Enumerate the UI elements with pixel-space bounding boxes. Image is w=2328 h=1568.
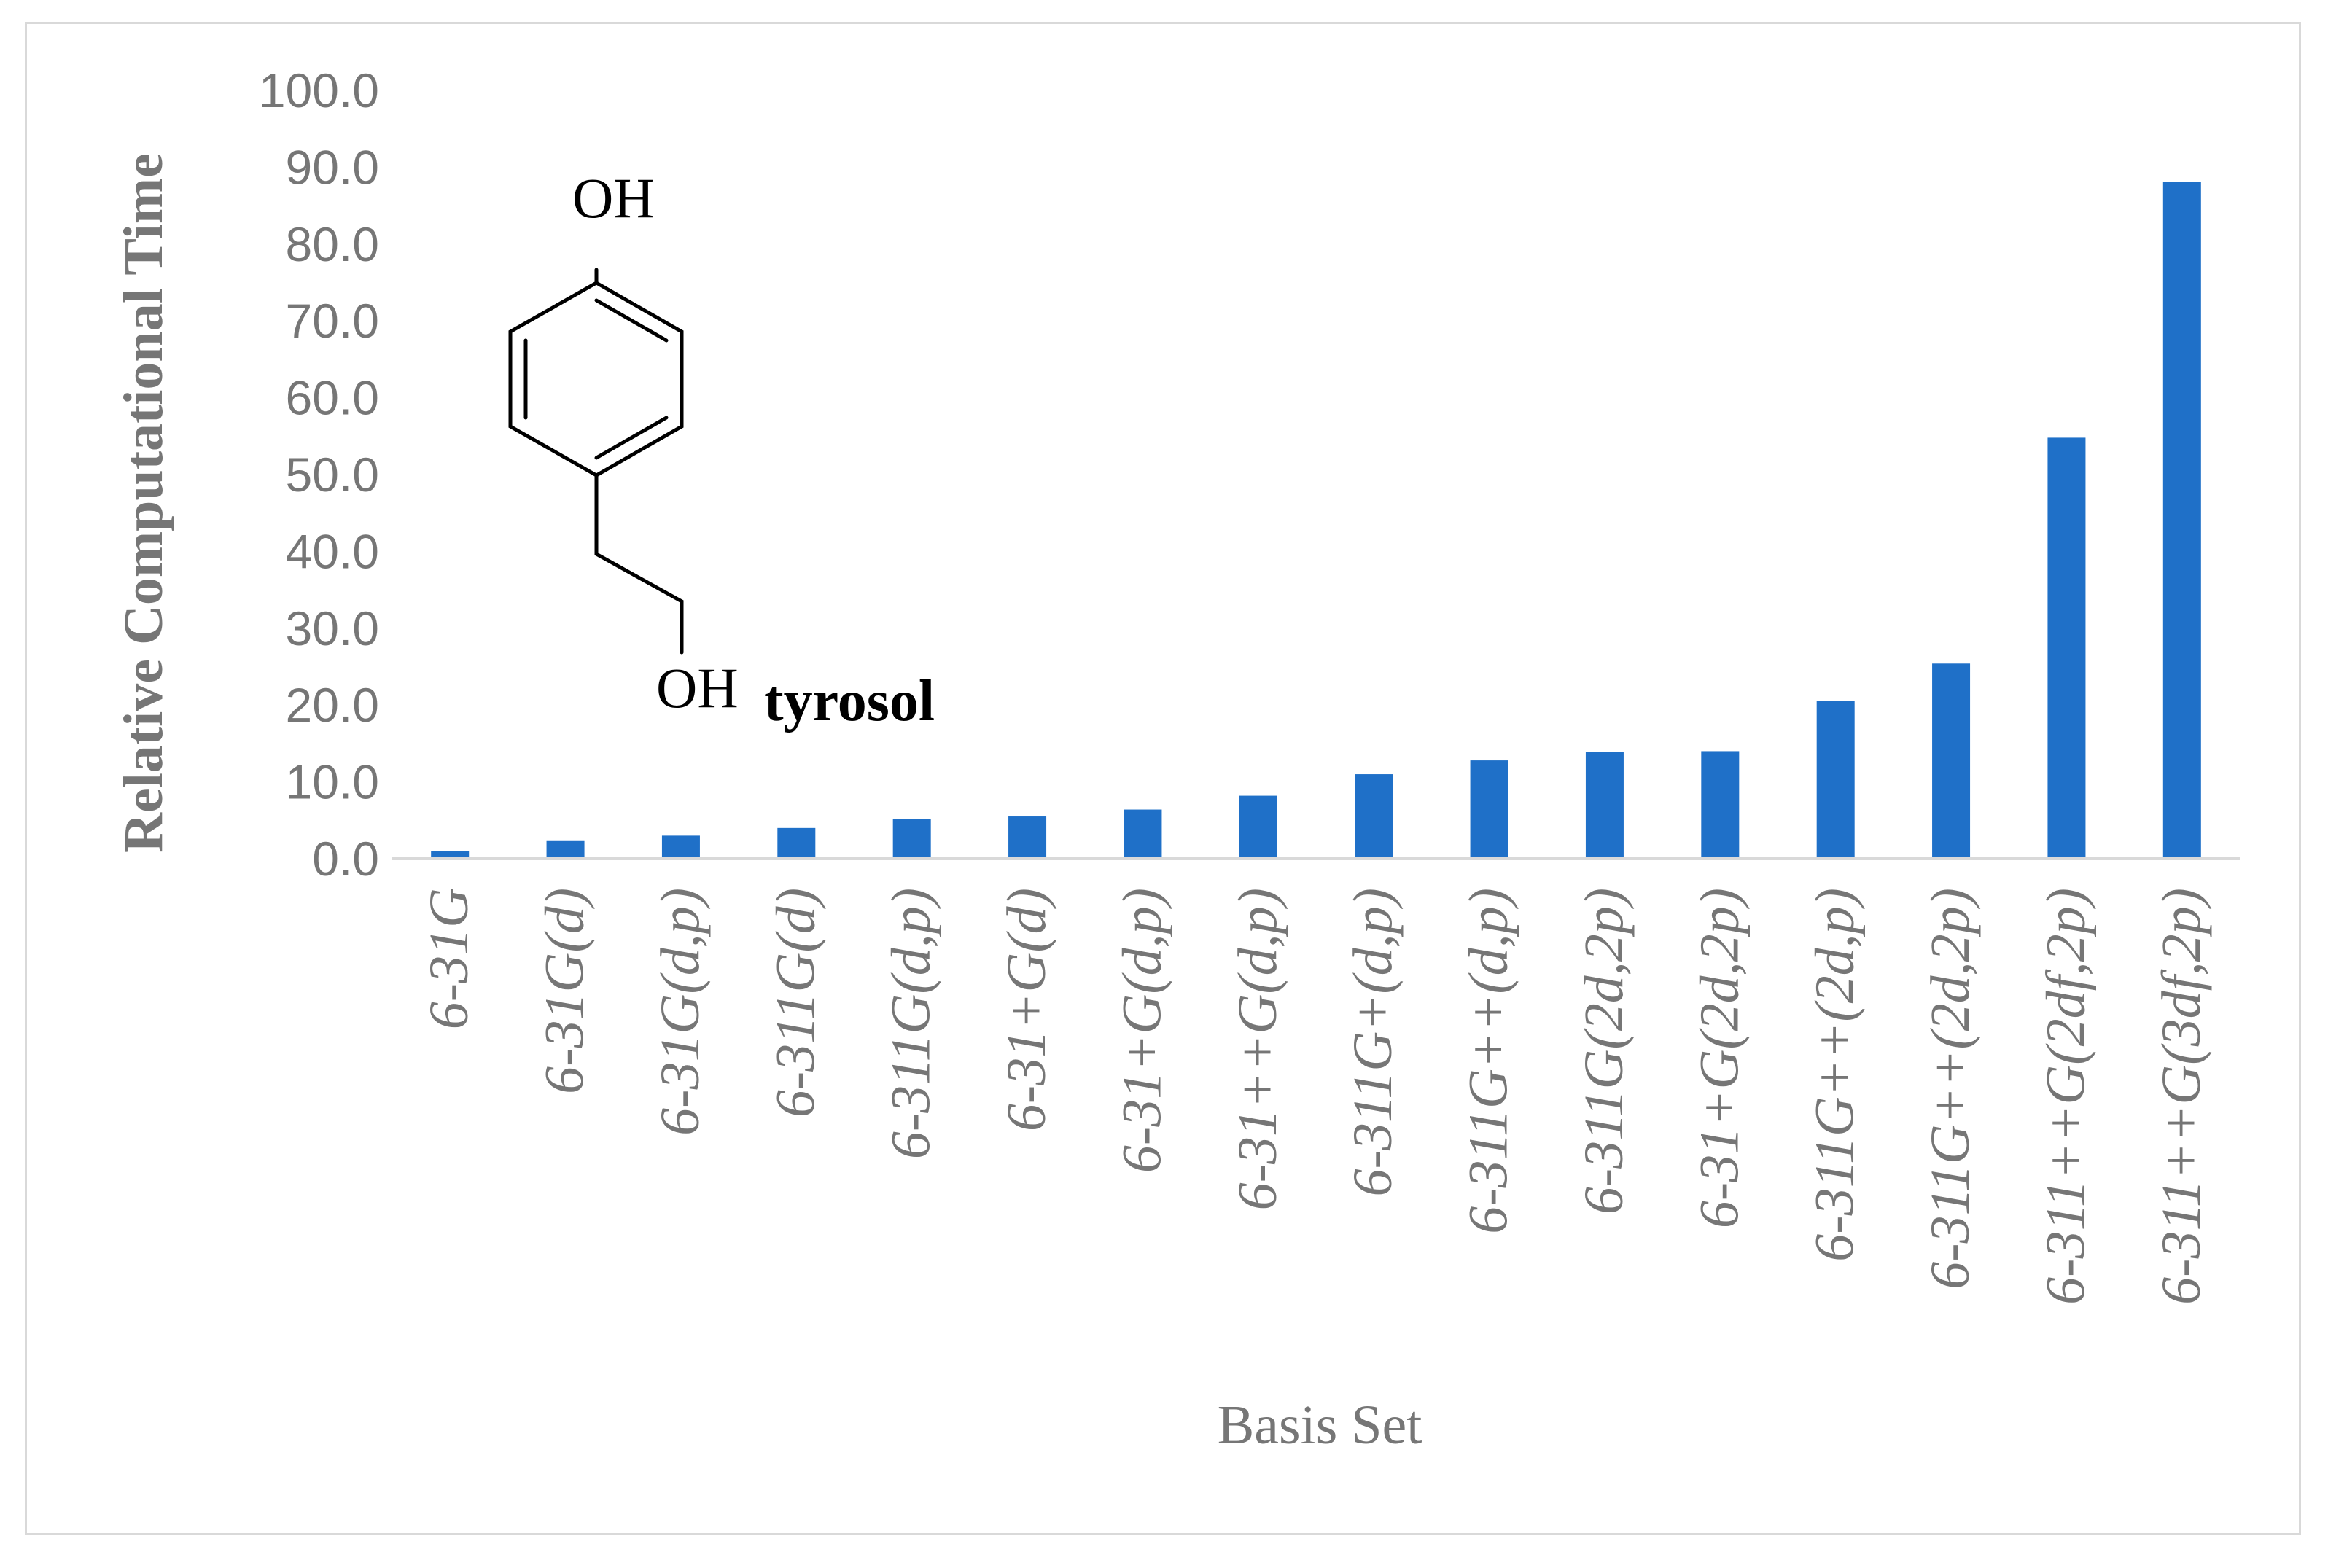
bar-7: [1124, 809, 1162, 859]
bars: [431, 182, 2201, 859]
x-axis-title: Basis Set: [1218, 1395, 1422, 1456]
y-tick-label: 40.0: [286, 524, 379, 578]
bar-12: [1701, 751, 1740, 859]
y-tick-label: 70.0: [286, 294, 379, 348]
y-tick-label: 10.0: [286, 755, 379, 809]
bar-8: [1239, 795, 1277, 859]
bar-5: [892, 819, 931, 859]
x-tick-label: 6-311G+(d,p): [1342, 888, 1404, 1196]
top-hydroxyl-label: OH: [572, 166, 655, 230]
bar-1: [431, 851, 470, 859]
bar-10: [1470, 760, 1508, 859]
bar-9: [1355, 774, 1393, 859]
y-tick-label: 90.0: [286, 140, 379, 194]
bar-16: [2162, 182, 2201, 859]
x-tick-label: 6-31G(d,p): [650, 888, 711, 1136]
y-axis-ticks: 0.0 10.0 20.0 30.0 40.0 50.0 60.0 70.0 80.0 90.0 1…: [259, 63, 379, 886]
x-tick-label: 6-311G++(d,p): [1458, 888, 1519, 1234]
y-tick-label: 60.0: [286, 371, 379, 425]
bottom-hydroxyl-label: OH: [656, 656, 739, 719]
x-tick-label: 6-311++G(2df,2p): [2035, 888, 2096, 1305]
ethyl-chain: [594, 473, 684, 655]
y-axis-title: Relative Computational Time: [113, 153, 174, 853]
benzene-ring: [508, 281, 684, 477]
bar-6: [1008, 816, 1047, 859]
bar-13: [1816, 701, 1855, 859]
x-tick-label: 6-311G++(2d,p): [1805, 888, 1866, 1262]
x-tick-label: 6-311++G(3df,2p): [2151, 888, 2212, 1305]
molecule-name: tyrosol: [764, 669, 935, 733]
bar-3: [661, 835, 700, 859]
bar-14: [1932, 663, 1971, 859]
x-tick-label: 6-311G(d,p): [881, 888, 942, 1159]
bar-4: [777, 827, 816, 859]
x-tick-label: 6-31++G(d,p): [1227, 888, 1288, 1210]
x-tick-label: 6-31G(d): [534, 888, 596, 1094]
bar-11: [1585, 752, 1624, 859]
bar-2: [546, 840, 585, 859]
x-tick-label: 6-311G++(2d,2p): [1920, 888, 1981, 1290]
x-tick-label: 6-31+G(d): [996, 888, 1057, 1131]
y-tick-label: 0.0: [312, 832, 379, 886]
x-tick-label: 6-311G(d): [765, 888, 826, 1118]
y-tick-label: 80.0: [286, 217, 379, 271]
y-tick-label: 30.0: [286, 601, 379, 655]
x-tick-label: 6-311G(2d,2p): [1573, 888, 1635, 1214]
y-tick-label: 20.0: [286, 678, 379, 732]
inner-bond: [594, 416, 669, 460]
tyrosol-structure: [508, 268, 684, 655]
y-tick-label: 50.0: [286, 448, 379, 502]
x-tick-label: 6-31G: [419, 888, 480, 1029]
y-tick-label: 100.0: [259, 63, 379, 117]
chart-frame: [25, 22, 2301, 1535]
x-tick-label: 6-31+G(d,p): [1111, 888, 1172, 1173]
x-tick-label: 6-31+G(2d,2p): [1689, 888, 1750, 1228]
bar-15: [2047, 437, 2086, 859]
inner-bond: [594, 298, 669, 343]
x-axis-tick-labels: 6-31G 6-31G(d) 6-31G(d,p) 6-311G(d) 6-311G(d…: [419, 888, 2212, 1305]
